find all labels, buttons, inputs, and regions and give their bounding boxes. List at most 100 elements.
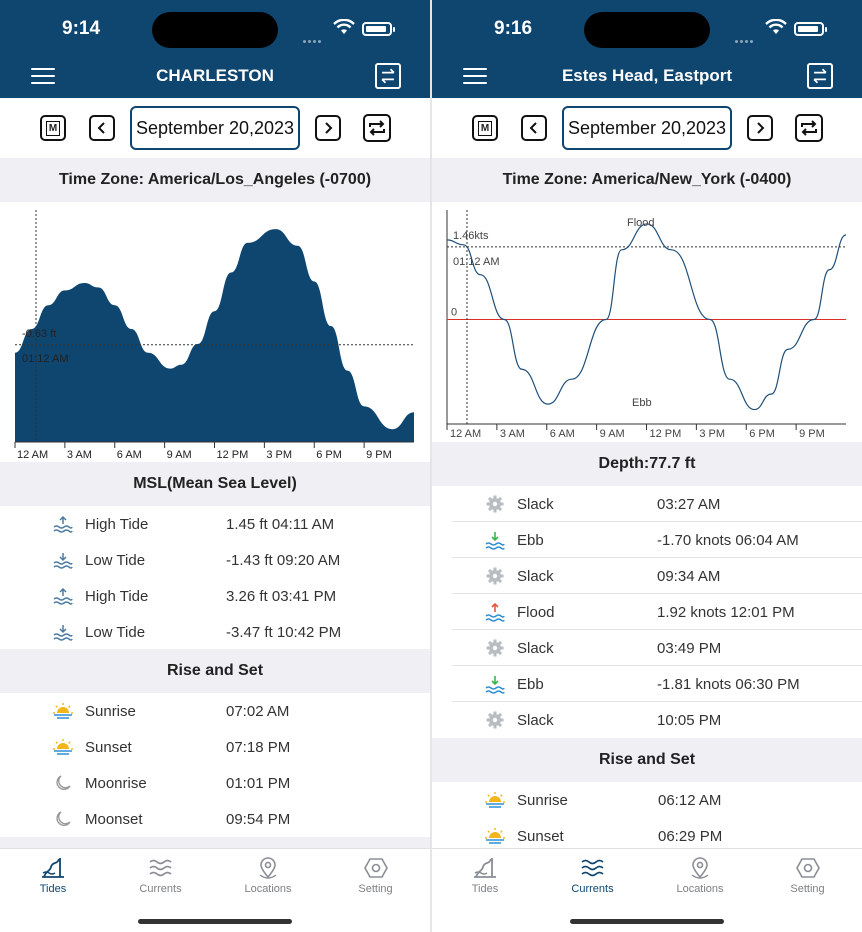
item-value: 09:34 AM [657,568,721,585]
item-label: Sunrise [517,792,568,809]
status-bar: 9:16 [432,0,862,56]
tab-label: Setting [790,883,825,895]
gear-hex-icon [795,858,820,878]
x-tick-label: 12 PM [217,449,249,461]
x-tick-label: 12 AM [450,428,481,440]
tab-currents[interactable]: Currents [116,855,206,903]
item-value: 09:54 PM [226,811,291,828]
cursor-value-label: 1.46kts [453,230,489,242]
list-item-sunrise: Sunrise 07:02 AM [0,693,430,729]
date-picker[interactable]: September 20,2023 [130,106,300,150]
list-item-sunrise: Sunrise 06:12 AM [432,782,862,818]
item-value: 03:49 PM [657,640,722,657]
m-button[interactable]: M [472,115,498,141]
list-item-ebb: Ebb -1.70 knots 06:04 AM [432,522,862,558]
low-tide-icon [52,550,74,570]
tab-label: Tides [39,883,67,895]
refresh-button[interactable] [363,114,391,142]
list-item-slack: Slack 03:49 PM [432,630,862,666]
x-tick-label: 3 PM [266,449,292,461]
ebb-icon [484,674,506,694]
list-item-slack: Slack 03:27 AM [432,486,862,522]
item-label: Low Tide [85,552,146,569]
row-divider [452,629,862,630]
list-item-slack: Slack 10:05 PM [432,702,862,738]
next-day-button[interactable] [747,115,773,141]
swap-icon[interactable] [807,63,833,89]
ebb-label: Ebb [632,397,652,409]
tides-icon [42,858,64,878]
slack-icon [484,566,506,586]
tab-label: Tides [471,883,499,895]
list-item-ebb: Ebb -1.81 knots 06:30 PM [432,666,862,702]
date-picker[interactable]: September 20,2023 [562,106,732,150]
ebb-icon [484,530,506,550]
wifi-icon [333,19,355,34]
battery-icon [362,22,395,36]
slack-icon [484,638,506,658]
screen-divider [430,0,432,932]
cursor-time-label: 01:12 AM [453,256,499,268]
item-value: 07:18 PM [226,739,291,756]
flood-label: Flood [627,217,655,229]
tab-locations[interactable]: Locations [223,855,313,903]
current-chart-svg: 1.46kts 01:12 AM Flood Ebb 0 12 AM 3 AM 6 AM 9 … [446,210,847,440]
x-tick-label: 6 PM [316,449,342,461]
item-label: High Tide [85,516,149,533]
current-line-series [446,223,847,411]
item-value: 10:05 PM [657,712,722,729]
low-tide-icon [52,622,74,642]
slack-icon [486,495,504,513]
x-tick-label: 9 PM [799,428,825,440]
high-tide-icon [53,587,73,605]
high-tide-icon [52,514,74,534]
sunset-icon [484,826,506,846]
item-value: -1.81 knots 06:30 PM [657,676,800,693]
status-time: 9:16 [494,18,533,39]
item-label: Flood [517,604,555,621]
tab-tides[interactable]: Tides [440,855,530,903]
repeat-icon [369,120,385,136]
tab-locations[interactable]: Locations [655,855,745,903]
dynamic-island [584,12,710,48]
row-divider [452,665,862,666]
hamburger-menu-icon[interactable] [463,68,487,86]
x-tick-label: 6 AM [550,428,575,440]
swap-icon[interactable] [375,63,401,89]
tab-tides[interactable]: Tides [8,855,98,903]
next-day-button[interactable] [315,115,341,141]
refresh-button[interactable] [795,114,823,142]
x-tick-label: 12 AM [17,449,48,461]
item-label: Ebb [517,676,544,693]
tide-area-series [15,229,414,442]
home-indicator [570,919,724,924]
previous-day-button[interactable] [89,115,115,141]
x-tick-label: 3 PM [699,428,725,440]
tab-setting[interactable]: Setting [763,855,853,903]
tab-currents[interactable]: Currents [548,855,638,903]
m-icon: M [45,120,61,136]
location-pin-icon [259,857,277,879]
x-tick-label: 3 AM [67,449,92,461]
rise-set-header: Rise and Set [432,738,862,782]
tab-label: Currents [571,883,614,895]
tide-chart[interactable]: -0.63 ft 01:12 AM 12 AM 3 AM 6 AM 9 AM 12 PM 3… [0,202,430,462]
m-button[interactable]: M [40,115,66,141]
item-label: Sunset [85,739,132,756]
item-value: -1.43 ft 09:20 AM [226,552,341,569]
dynamic-island [152,12,278,48]
item-label: Ebb [517,532,544,549]
list-item-sunset: Sunset 07:18 PM [0,729,430,765]
item-label: Low Tide [85,624,146,641]
tab-setting[interactable]: Setting [331,855,421,903]
status-bar: 9:14 [0,0,430,56]
gear-hex-icon [363,858,388,878]
item-label: Sunset [517,828,564,845]
chevron-left-icon [529,122,537,134]
tab-label: Setting [358,883,393,895]
current-chart[interactable]: 1.46kts 01:12 AM Flood Ebb 0 12 AM 3 AM 6 AM 9 … [432,202,862,442]
hamburger-menu-icon[interactable] [31,68,55,86]
previous-day-button[interactable] [521,115,547,141]
slack-icon [484,494,506,514]
slack-icon [486,639,504,657]
